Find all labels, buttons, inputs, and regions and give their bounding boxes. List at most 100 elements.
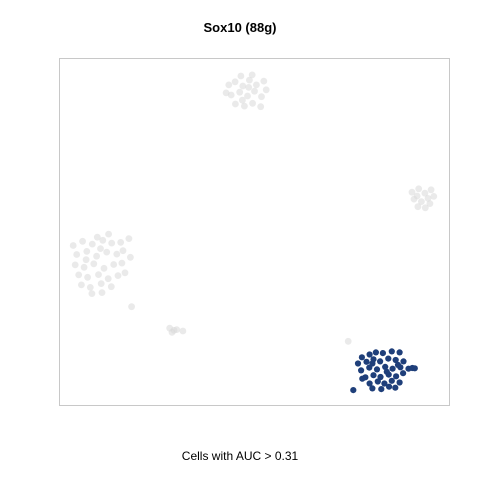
background-cell-point (97, 245, 104, 253)
selected-cell-point (394, 361, 402, 368)
background-cell-point (232, 100, 239, 108)
background-cell-point (260, 77, 268, 85)
background-cell-point (262, 86, 270, 94)
selected-cell-point (392, 356, 399, 364)
background-cell-point (104, 275, 112, 283)
background-cell-point (239, 82, 247, 90)
selected-cell-point (373, 366, 381, 373)
background-cell-point (69, 242, 77, 249)
background-cell-point (84, 273, 91, 281)
chart-title: Sox10 (88g) (203, 20, 277, 35)
selected-cell-point (366, 351, 373, 358)
background-cell-point (258, 93, 265, 101)
background-cell-point (231, 78, 239, 86)
background-cell-point (83, 248, 91, 255)
background-cell-point (239, 96, 246, 104)
selected-cell-point (381, 380, 388, 387)
selected-cell-point (386, 383, 393, 390)
background-cell-point (82, 256, 90, 264)
chart-caption: Cells with AUC > 0.31 (181, 449, 299, 463)
background-cell-point (108, 239, 116, 247)
background-cell-point (110, 261, 118, 268)
background-cell-point (105, 230, 112, 238)
selected-cell-point (359, 375, 366, 382)
background-cell-point (257, 103, 265, 111)
selected-cell-point (369, 360, 376, 367)
background-cell-point (236, 88, 244, 96)
background-cell-point (414, 203, 422, 211)
background-cell-point (421, 204, 429, 212)
background-points (69, 71, 438, 345)
background-cell-point (227, 91, 235, 99)
selected-cell-point (383, 368, 390, 375)
background-cell-point (121, 269, 129, 277)
selected-cell-point (372, 349, 379, 356)
selected-cell-point (350, 387, 357, 394)
background-cell-point (71, 261, 79, 269)
background-cell-point (103, 248, 111, 256)
selected-cell-point (400, 358, 407, 365)
background-cell-point (128, 303, 136, 311)
background-cell-point (179, 327, 187, 335)
plot-frame (59, 58, 450, 406)
selected-cell-point (369, 385, 376, 392)
background-cell-point (114, 272, 122, 279)
background-cell-point (78, 281, 85, 289)
background-cell-point (251, 87, 258, 95)
selected-cell-point (379, 350, 386, 357)
background-cell-point (86, 284, 94, 291)
background-cell-point (75, 271, 83, 279)
selected-cell-point (396, 349, 403, 356)
background-cell-point (248, 71, 256, 79)
background-cell-point (225, 81, 233, 89)
background-cell-point (80, 263, 88, 271)
selected-cell-point (385, 355, 392, 362)
background-cell-point (426, 200, 434, 208)
background-cell-point (97, 280, 105, 287)
background-cell-point (415, 185, 423, 193)
background-cell-point (421, 189, 429, 197)
background-cell-point (249, 99, 256, 107)
background-cell-point (88, 240, 96, 248)
selected-cell-point (392, 384, 399, 391)
background-cell-point (93, 233, 101, 241)
background-cell-point (413, 192, 421, 200)
background-cell-point (418, 198, 425, 206)
background-cell-point (241, 102, 248, 110)
background-cell-point (98, 289, 106, 296)
selected-cell-point (378, 386, 385, 393)
background-cell-point (427, 186, 435, 194)
background-cell-point (126, 253, 134, 261)
background-cell-point (237, 72, 245, 80)
background-cell-point (100, 264, 108, 272)
background-cell-point (424, 195, 432, 202)
background-cell-point (408, 188, 416, 196)
background-cell-point (88, 290, 96, 297)
background-cell-point (253, 81, 260, 89)
selected-cell-point (370, 372, 377, 379)
background-cell-point (430, 193, 438, 200)
background-cell-point (118, 259, 126, 267)
background-cell-point (125, 235, 133, 243)
background-cell-point (222, 89, 230, 97)
selected-cell-point (374, 378, 381, 385)
background-cell-point (95, 271, 102, 278)
selected-cell-point (366, 380, 373, 387)
background-cell-point (119, 247, 127, 255)
selected-cell-point (400, 370, 407, 377)
selected-cell-point (389, 365, 396, 372)
background-cell-point (73, 251, 81, 258)
background-cell-point (173, 326, 181, 333)
background-cell-point (107, 283, 115, 291)
selected-cell-point (363, 358, 370, 365)
background-cell-point (79, 237, 86, 245)
background-cell-point (246, 76, 253, 84)
background-cell-point (344, 337, 352, 345)
selected-cell-point (388, 348, 395, 355)
background-cell-point (113, 250, 121, 258)
selected-cell-point (358, 367, 365, 374)
background-cell-point (99, 236, 107, 244)
background-cell-point (244, 92, 251, 100)
background-cell-point (90, 260, 98, 268)
